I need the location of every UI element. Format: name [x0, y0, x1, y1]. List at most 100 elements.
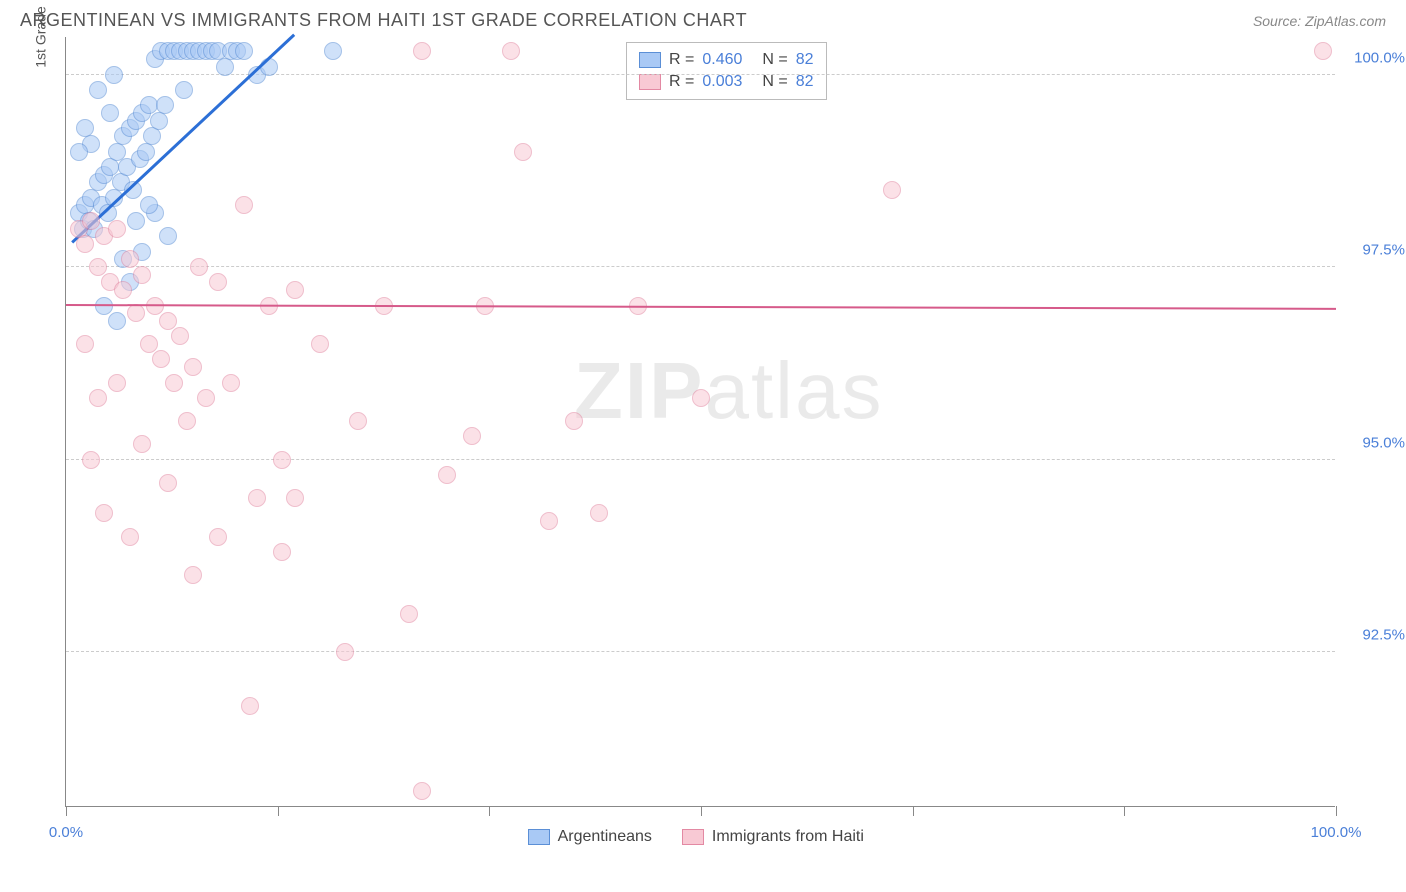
data-point — [286, 489, 304, 507]
plot-area: ZIPatlas R = 0.460N = 82R = 0.003N = 82 … — [65, 37, 1335, 807]
data-point — [1314, 42, 1332, 60]
legend-swatch — [639, 52, 661, 68]
data-point — [89, 389, 107, 407]
data-point — [413, 782, 431, 800]
data-point — [127, 212, 145, 230]
legend-row: R = 0.460 N = 82 — [639, 49, 814, 71]
data-point — [121, 528, 139, 546]
legend-n-label: N = — [762, 51, 787, 69]
data-point — [156, 96, 174, 114]
series-legend-item: Immigrants from Haiti — [682, 828, 864, 846]
data-point — [184, 566, 202, 584]
data-point — [463, 427, 481, 445]
data-point — [105, 66, 123, 84]
x-tick — [489, 806, 490, 816]
y-axis-label: 1st Grade — [33, 6, 49, 67]
data-point — [143, 127, 161, 145]
data-point — [540, 512, 558, 530]
data-point — [222, 374, 240, 392]
x-tick-label: 100.0% — [1311, 824, 1362, 841]
data-point — [400, 605, 418, 623]
data-point — [133, 266, 151, 284]
series-name: Argentineans — [558, 828, 652, 846]
legend-n-label: N = — [762, 73, 787, 91]
data-point — [248, 489, 266, 507]
x-tick — [66, 806, 67, 816]
data-point — [127, 304, 145, 322]
data-point — [76, 119, 94, 137]
x-tick-label: 0.0% — [49, 824, 83, 841]
source-label: Source: ZipAtlas.com — [1253, 13, 1386, 29]
y-tick-label: 97.5% — [1362, 242, 1405, 259]
watermark: ZIPatlas — [574, 345, 883, 437]
x-tick — [278, 806, 279, 816]
series-legend: Argentineans Immigrants from Haiti — [528, 828, 864, 846]
data-point — [171, 327, 189, 345]
y-tick-label: 100.0% — [1354, 49, 1405, 66]
data-point — [76, 335, 94, 353]
data-point — [89, 81, 107, 99]
legend-r-value: 0.003 — [702, 73, 742, 91]
y-tick-label: 92.5% — [1362, 627, 1405, 644]
data-point — [159, 312, 177, 330]
gridline-h — [66, 266, 1335, 267]
data-point — [108, 312, 126, 330]
data-point — [336, 643, 354, 661]
data-point — [159, 474, 177, 492]
data-point — [692, 389, 710, 407]
data-point — [311, 335, 329, 353]
data-point — [190, 258, 208, 276]
data-point — [140, 335, 158, 353]
data-point — [82, 212, 100, 230]
data-point — [150, 112, 168, 130]
data-point — [883, 181, 901, 199]
data-point — [133, 435, 151, 453]
legend-n-value: 82 — [796, 51, 814, 69]
data-point — [197, 389, 215, 407]
legend-r-label: R = — [669, 51, 694, 69]
data-point — [95, 504, 113, 522]
trend-line — [71, 34, 295, 244]
data-point — [286, 281, 304, 299]
data-point — [152, 350, 170, 368]
data-point — [140, 196, 158, 214]
legend-n-value: 82 — [796, 73, 814, 91]
data-point — [108, 374, 126, 392]
x-tick — [1124, 806, 1125, 816]
data-point — [165, 374, 183, 392]
y-tick-label: 95.0% — [1362, 434, 1405, 451]
legend-r-value: 0.460 — [702, 51, 742, 69]
series-legend-item: Argentineans — [528, 828, 652, 846]
data-point — [209, 273, 227, 291]
data-point — [108, 220, 126, 238]
data-point — [209, 528, 227, 546]
data-point — [235, 196, 253, 214]
data-point — [101, 104, 119, 122]
legend-swatch — [639, 74, 661, 90]
data-point — [70, 143, 88, 161]
data-point — [175, 81, 193, 99]
series-name: Immigrants from Haiti — [712, 828, 864, 846]
data-point — [159, 227, 177, 245]
data-point — [114, 281, 132, 299]
data-point — [590, 504, 608, 522]
legend-r-label: R = — [669, 73, 694, 91]
data-point — [216, 58, 234, 76]
data-point — [502, 42, 520, 60]
x-tick — [701, 806, 702, 816]
trend-line — [66, 304, 1336, 310]
data-point — [121, 250, 139, 268]
data-point — [565, 412, 583, 430]
x-tick — [913, 806, 914, 816]
data-point — [349, 412, 367, 430]
x-tick — [1336, 806, 1337, 816]
data-point — [273, 543, 291, 561]
data-point — [273, 451, 291, 469]
legend-swatch — [528, 829, 550, 845]
data-point — [137, 143, 155, 161]
chart-title: ARGENTINEAN VS IMMIGRANTS FROM HAITI 1ST… — [20, 10, 747, 31]
data-point — [235, 42, 253, 60]
data-point — [413, 42, 431, 60]
data-point — [184, 358, 202, 376]
data-point — [178, 412, 196, 430]
